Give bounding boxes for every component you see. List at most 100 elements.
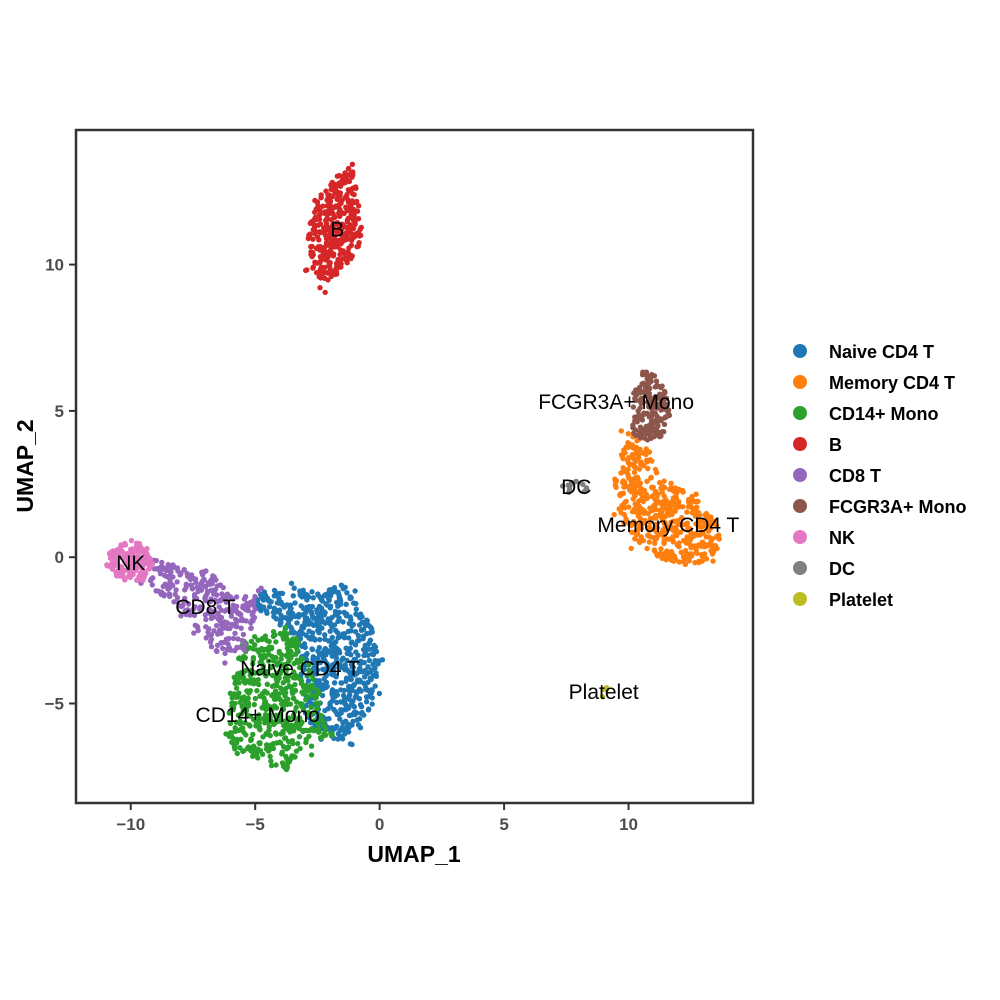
scatter-point xyxy=(318,195,324,201)
scatter-point xyxy=(239,637,245,644)
scatter-point xyxy=(632,475,639,481)
cluster-label: CD14+ Mono xyxy=(196,704,320,727)
scatter-point xyxy=(631,518,637,525)
scatter-point xyxy=(366,657,372,664)
scatter-point xyxy=(349,213,355,219)
scatter-point xyxy=(655,429,661,435)
scatter-point xyxy=(229,622,235,628)
scatter-point xyxy=(329,634,335,641)
scatter-point xyxy=(684,509,690,515)
legend-key xyxy=(793,375,807,389)
scatter-point xyxy=(328,186,334,193)
scatter-point xyxy=(278,619,284,625)
scatter-point xyxy=(233,719,239,725)
scatter-point xyxy=(645,532,651,539)
scatter-point xyxy=(270,629,277,635)
scatter-point xyxy=(671,518,677,524)
scatter-point xyxy=(260,716,266,722)
scatter-point xyxy=(211,574,217,580)
scatter-point xyxy=(202,583,208,589)
scatter-point xyxy=(310,265,316,271)
scatter-point xyxy=(693,491,699,497)
scatter-point xyxy=(109,550,115,556)
scatter-point xyxy=(296,664,303,671)
scatter-point xyxy=(203,616,209,623)
scatter-point xyxy=(350,683,356,689)
scatter-point xyxy=(264,742,270,748)
scatter-point xyxy=(360,633,367,639)
scatter-point xyxy=(703,556,710,562)
scatter-point xyxy=(325,596,332,602)
scatter-point xyxy=(645,465,651,472)
scatter-point xyxy=(116,554,123,561)
series-memory-cd4-t xyxy=(611,428,722,568)
scatter-point xyxy=(301,666,307,673)
scatter-point xyxy=(339,221,345,227)
scatter-point xyxy=(325,254,331,261)
legend-label: B xyxy=(829,435,842,455)
scatter-point xyxy=(329,653,335,659)
scatter-point xyxy=(362,680,368,687)
legend-key xyxy=(793,499,807,513)
scatter-point xyxy=(268,762,275,769)
scatter-point xyxy=(280,704,286,710)
scatter-point xyxy=(337,599,344,605)
scatter-point xyxy=(262,698,269,705)
scatter-point xyxy=(343,230,349,236)
scatter-point xyxy=(191,630,197,636)
scatter-point xyxy=(336,207,343,213)
scatter-point xyxy=(181,567,187,573)
scatter-point xyxy=(338,680,344,686)
scatter-point xyxy=(234,644,240,651)
scatter-point xyxy=(250,661,256,667)
scatter-point xyxy=(263,608,270,614)
scatter-point xyxy=(211,587,218,593)
scatter-point xyxy=(689,497,696,503)
scatter-point xyxy=(160,583,166,590)
scatter-point xyxy=(356,622,363,628)
scatter-point xyxy=(192,604,198,610)
scatter-point xyxy=(337,634,343,640)
scatter-point xyxy=(341,664,347,670)
scatter-point xyxy=(613,484,619,490)
scatter-point xyxy=(140,577,146,583)
scatter-point xyxy=(208,644,215,650)
scatter-point xyxy=(611,511,617,518)
scatter-point xyxy=(213,648,220,654)
series-fcgr3a-mono xyxy=(630,369,673,443)
scatter-point xyxy=(337,662,343,668)
scatter-point xyxy=(692,513,699,519)
scatter-point xyxy=(673,524,679,530)
y-tick-label: −5 xyxy=(45,695,64,714)
scatter-point xyxy=(273,696,279,702)
scatter-point xyxy=(318,712,324,719)
scatter-point xyxy=(298,657,305,663)
scatter-point xyxy=(295,740,301,747)
scatter-point xyxy=(329,238,335,244)
scatter-point xyxy=(285,678,291,684)
scatter-point xyxy=(192,576,199,582)
legend-label: DC xyxy=(829,559,855,579)
scatter-point xyxy=(349,198,355,204)
scatter-point xyxy=(351,704,357,710)
scatter-point xyxy=(640,369,646,375)
scatter-point xyxy=(182,587,188,593)
scatter-point xyxy=(264,730,271,737)
scatter-point xyxy=(369,701,375,707)
scatter-point xyxy=(218,614,225,621)
scatter-point xyxy=(625,460,632,467)
scatter-point xyxy=(222,660,228,666)
scatter-point xyxy=(299,623,305,629)
scatter-point xyxy=(652,502,658,509)
scatter-point xyxy=(235,694,241,700)
plot-panel-border xyxy=(74,128,755,805)
scatter-point xyxy=(352,221,358,228)
scatter-point xyxy=(308,752,315,758)
scatter-point xyxy=(282,735,288,742)
scatter-point xyxy=(178,603,185,610)
scatter-point xyxy=(644,431,650,437)
scatter-point xyxy=(194,624,201,631)
scatter-point xyxy=(646,449,653,455)
scatter-point xyxy=(659,383,665,389)
scatter-point xyxy=(648,435,654,441)
